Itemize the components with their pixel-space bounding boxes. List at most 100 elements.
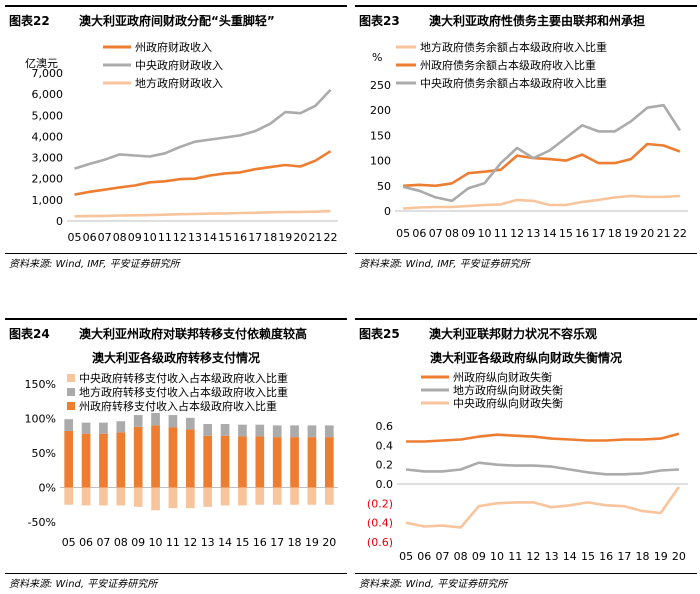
x-tick-label: 19 xyxy=(624,227,638,240)
x-tick-label: 13 xyxy=(188,231,202,244)
bar-central-transfer xyxy=(133,487,143,507)
panel-fig25: 图表25 澳大利亚联邦财力状况不容乐观 澳大利亚各级政府纵向财政失衡情况 (0.6… xyxy=(355,318,697,590)
bar-central-transfer xyxy=(307,487,317,505)
bar-local-transfer xyxy=(81,422,91,434)
x-tick-label: 15 xyxy=(235,536,249,549)
panel-fig23: 图表23 澳大利亚政府性债务主要由联邦和州承担 % 0 50 100 150 200 250… xyxy=(355,5,697,270)
bar-central-transfer xyxy=(203,487,213,507)
y-tick-label: (0.4) xyxy=(367,517,393,530)
x-tick-label: 07 xyxy=(435,550,449,563)
bar-central-transfer xyxy=(290,487,299,505)
figure-title: 澳大利亚州政府对联邦转移支付依赖度较高 xyxy=(79,327,308,341)
y-tick-label: 1,000 xyxy=(32,194,64,207)
y-tick-label: 5,000 xyxy=(32,109,64,122)
bar-state-transfer xyxy=(203,435,213,488)
bar-central-transfer xyxy=(168,487,178,509)
y-tick-label: 100 xyxy=(370,155,391,168)
figure-number: 图表24 xyxy=(9,327,50,341)
y-tick-label: 0% xyxy=(39,482,56,495)
x-tick-label: 17 xyxy=(248,231,262,244)
x-tick-label: 16 xyxy=(575,227,589,240)
x-tick-label: 07 xyxy=(429,227,443,240)
x-tick-label: 20 xyxy=(672,550,686,563)
x-tick-label: 21 xyxy=(657,227,671,240)
x-tick-label: 08 xyxy=(113,231,127,244)
bar-state-transfer xyxy=(272,437,282,488)
chart-debt-ratio: % 0 50 100 150 200 250 05 06 07 08 09 10 11 12 13 14 15 16… xyxy=(370,40,688,240)
bar-state-transfer xyxy=(64,430,74,488)
legend-swatch xyxy=(67,374,75,382)
legend-swatch xyxy=(67,402,75,410)
source-note: 资料来源: Wind, 平安证券研究所 xyxy=(359,579,508,590)
series-line xyxy=(405,461,679,476)
x-tick-label: 13 xyxy=(526,227,540,240)
y-unit-label: % xyxy=(372,51,382,64)
series-line xyxy=(402,103,681,203)
legend-label: 州政府财政收入 xyxy=(135,40,212,54)
bar-local-transfer xyxy=(255,424,265,437)
x-tick-label: 06 xyxy=(83,231,97,244)
y-tick-label: 0 xyxy=(56,215,63,228)
bar-local-transfer xyxy=(272,425,282,438)
bar-state-transfer xyxy=(255,436,265,488)
x-tick-label: 06 xyxy=(417,550,431,563)
x-tick-label: 12 xyxy=(510,227,524,240)
panel-header: 图表24 澳大利亚州政府对联邦转移支付依赖度较高 xyxy=(5,318,347,348)
chart-title: 澳大利亚各级政府纵向财政失衡情况 xyxy=(430,350,622,365)
x-tick-label: 13 xyxy=(201,536,215,549)
x-tick-label: 22 xyxy=(323,231,337,244)
source-rule xyxy=(5,253,347,254)
bar-local-transfer xyxy=(168,415,178,428)
y-unit-label: 亿澳元 xyxy=(25,57,58,70)
x-tick-label: 21 xyxy=(308,231,322,244)
bar-local-transfer xyxy=(64,419,74,431)
bar-local-transfer xyxy=(290,425,299,438)
y-tick-label: 2,000 xyxy=(32,173,64,186)
bar-local-transfer xyxy=(151,412,160,426)
panel-header: 图表25 澳大利亚联邦财力状况不容乐观 xyxy=(355,318,697,348)
x-tick-label: 17 xyxy=(617,550,631,563)
bar-state-transfer xyxy=(151,425,160,488)
panel-fig22: 图表22 澳大利亚政府间财政分配“头重脚轻” 亿澳元 0 1,000 2,000 3,0… xyxy=(5,5,347,270)
x-tick-label: 14 xyxy=(563,550,577,563)
y-tick-label: 3,000 xyxy=(32,152,64,165)
x-tick-label: 18 xyxy=(608,227,622,240)
y-tick-label: 0.4 xyxy=(376,439,394,452)
x-tick-label: 13 xyxy=(545,550,559,563)
x-tick-label: 05 xyxy=(68,231,82,244)
bar-state-transfer xyxy=(133,426,143,488)
y-tick-label: 4,000 xyxy=(32,130,64,143)
bar-state-transfer xyxy=(168,427,178,488)
y-tick-label: 6,000 xyxy=(32,88,64,101)
bar-state-transfer xyxy=(324,437,334,488)
x-tick-label: 09 xyxy=(128,231,142,244)
figure-title: 澳大利亚政府性债务主要由联邦和州承担 xyxy=(429,14,646,28)
figure-title: 澳大利亚政府间财政分配“头重脚轻” xyxy=(79,14,275,28)
legend-label: 地方政府财政收入 xyxy=(135,76,223,90)
y-tick-label: (0.2) xyxy=(367,497,393,510)
x-tick-label: 07 xyxy=(96,536,110,549)
x-tick-label: 06 xyxy=(79,536,93,549)
y-tick-label: (0.6) xyxy=(367,536,393,549)
x-tick-label: 09 xyxy=(461,227,475,240)
bar-state-transfer xyxy=(238,436,247,488)
series-line xyxy=(74,209,331,218)
x-tick-label: 11 xyxy=(158,231,172,244)
x-tick-label: 20 xyxy=(293,231,307,244)
panel-fig24: 图表24 澳大利亚州政府对联邦转移支付依赖度较高 澳大利亚各级政府转移支付情况 -… xyxy=(5,318,347,590)
bar-central-transfer xyxy=(324,487,334,505)
figure-title: 澳大利亚联邦财力状况不容乐观 xyxy=(429,327,598,341)
legend-label: 中央政府财政收入 xyxy=(135,58,223,72)
legend-swatch xyxy=(67,388,75,396)
chart-vertical-imbalance: 澳大利亚各级政府纵向财政失衡情况 (0.6) (0.4) (0.2) 0.0 0.2 0.4… xyxy=(367,350,688,563)
bar-local-transfer xyxy=(324,425,334,438)
y-tick-label: 50 xyxy=(377,180,391,193)
x-tick-label: 08 xyxy=(454,550,468,563)
source-note: 资料来源: Wind, IMF, 平安证券研究所 xyxy=(359,259,530,270)
y-tick-label: 200 xyxy=(370,104,391,117)
x-tick-label: 18 xyxy=(636,550,650,563)
y-tick-label: 250 xyxy=(370,79,391,92)
x-tick-label: 17 xyxy=(591,227,605,240)
legend-label: 州政府纵向财政失衡 xyxy=(453,370,552,384)
panel-header: 图表22 澳大利亚政府间财政分配“头重脚轻” xyxy=(5,5,347,35)
